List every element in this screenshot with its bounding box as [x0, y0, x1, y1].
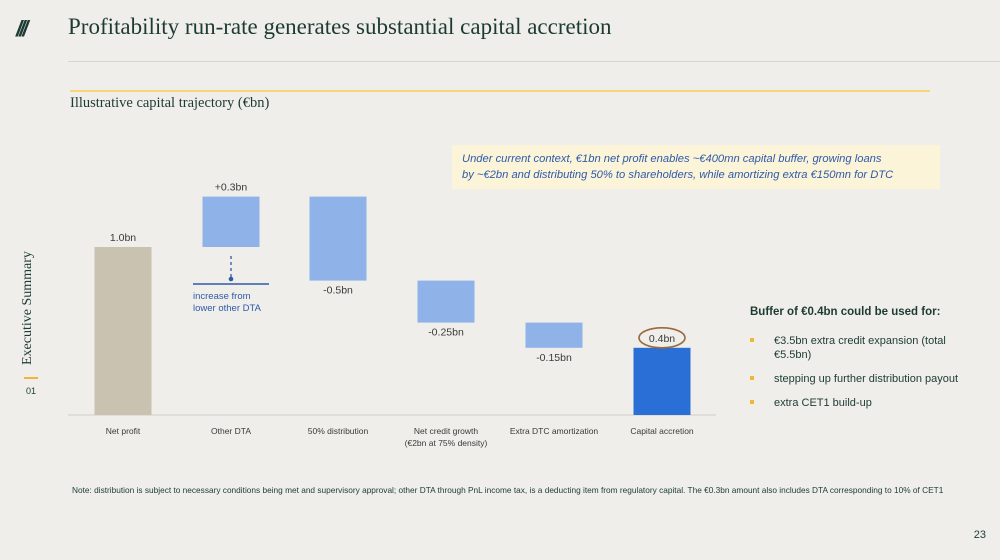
buffer-item-text: €3.5bn extra credit expansion (total €5.…	[774, 335, 946, 361]
buffer-title: Buffer of €0.4bn could be used for:	[750, 306, 941, 318]
chart-bar	[202, 196, 260, 247]
data-label: 1.0bn	[110, 232, 136, 244]
title-divider	[68, 61, 1000, 62]
chart-bar	[309, 196, 367, 281]
chart-bar	[525, 322, 583, 348]
tick-label: Capital accretion	[630, 426, 694, 436]
annotation-arrow-head	[228, 276, 234, 282]
data-label: +0.3bn	[215, 182, 248, 194]
chart-bar	[417, 280, 475, 323]
callout-line-2: by ~€2bn and distributing 50% to shareho…	[462, 169, 894, 181]
data-label: -0.15bn	[536, 352, 572, 364]
buffer-item: €3.5bn extra credit expansion (total €5.…	[750, 334, 970, 362]
buffer-list: €3.5bn extra credit expansion (total €5.…	[750, 334, 970, 420]
buffer-item-text: extra CET1 build-up	[774, 397, 872, 409]
tick-label: Net credit growth	[414, 426, 479, 436]
tick-label: Net profit	[106, 426, 141, 436]
page-number: 23	[973, 529, 986, 541]
buffer-item: extra CET1 build-up	[750, 396, 970, 410]
buffer-item: stepping up further distribution payout	[750, 372, 970, 386]
chart-bar	[633, 347, 691, 415]
data-label: 0.4bn	[649, 333, 675, 345]
annotation-text: increase from	[193, 291, 251, 302]
tick-label: 50% distribution	[308, 426, 369, 436]
data-label: -0.5bn	[323, 285, 353, 297]
bullet-icon	[750, 400, 754, 404]
bullet-icon	[750, 338, 754, 342]
section-number: 01	[26, 386, 37, 396]
callout-line-1: Under current context, €1bn net profit e…	[462, 153, 882, 165]
subtitle-divider	[70, 90, 930, 92]
buffer-item-text: stepping up further distribution payout	[774, 373, 959, 385]
page-title: Profitability run-rate generates substan…	[68, 14, 612, 39]
data-label: -0.25bn	[428, 327, 464, 339]
annotation-text: lower other DTA	[193, 303, 262, 314]
callout-box: Under current context, €1bn net profit e…	[452, 145, 940, 189]
section-marker	[24, 377, 38, 379]
tick-label: (€2bn at 75% density)	[405, 438, 488, 448]
chart-subtitle: Illustrative capital trajectory (€bn)	[70, 95, 270, 111]
highlight-ring	[638, 326, 686, 349]
tick-label: Extra DTC amortization	[510, 426, 599, 436]
footnote: Note: distribution is subject to necessa…	[72, 485, 944, 495]
chart-bar	[94, 247, 152, 415]
bullet-icon	[750, 376, 754, 380]
tick-label: Other DTA	[211, 426, 251, 436]
